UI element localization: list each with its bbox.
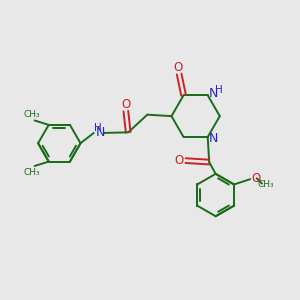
Text: H: H <box>94 123 101 133</box>
Text: O: O <box>173 61 182 74</box>
Text: N: N <box>96 125 105 139</box>
Text: CH₃: CH₃ <box>23 110 40 119</box>
Text: H: H <box>215 85 223 95</box>
Text: N: N <box>208 132 218 145</box>
Text: CH₃: CH₃ <box>257 180 274 189</box>
Text: O: O <box>251 172 260 185</box>
Text: CH₃: CH₃ <box>23 168 40 177</box>
Text: O: O <box>121 98 130 111</box>
Text: N: N <box>209 87 218 100</box>
Text: O: O <box>175 154 184 167</box>
